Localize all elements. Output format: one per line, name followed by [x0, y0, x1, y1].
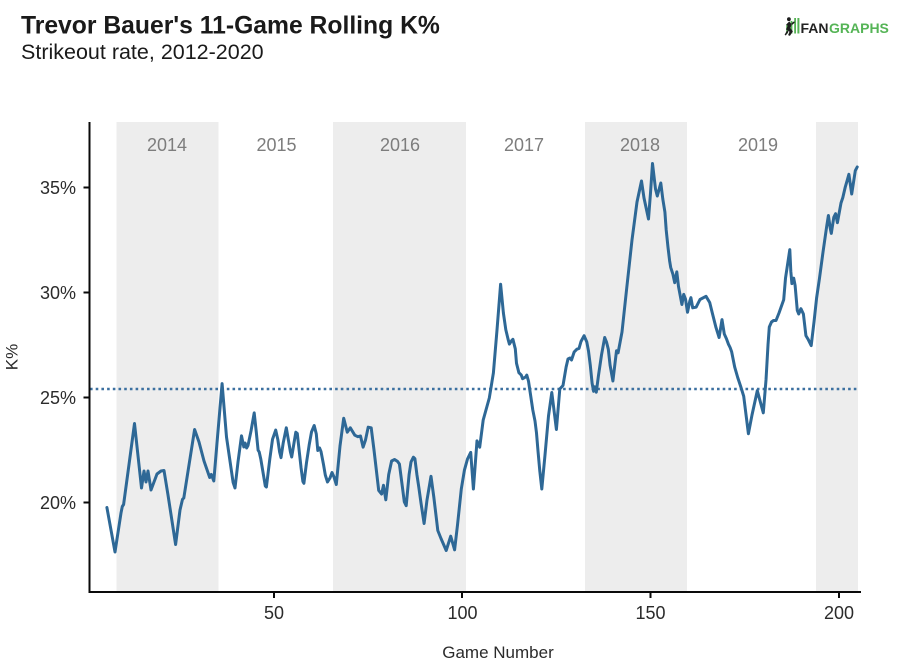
svg-text:50: 50 — [264, 603, 284, 623]
svg-text:Strikeout rate, 2012-2020: Strikeout rate, 2012-2020 — [21, 40, 264, 64]
svg-text:2019: 2019 — [738, 135, 778, 155]
svg-text:25%: 25% — [40, 388, 76, 408]
svg-text:100: 100 — [447, 603, 477, 623]
svg-text:2014: 2014 — [147, 135, 187, 155]
svg-text:30%: 30% — [40, 283, 76, 303]
svg-text:35%: 35% — [40, 178, 76, 198]
svg-text:K%: K% — [3, 344, 22, 370]
svg-text:2016: 2016 — [380, 135, 420, 155]
svg-text:FAN: FAN — [801, 20, 829, 36]
svg-text:2018: 2018 — [620, 135, 660, 155]
svg-text:150: 150 — [635, 603, 665, 623]
svg-text:GRAPHS: GRAPHS — [829, 20, 889, 36]
svg-text:Trevor Bauer's 11-Game Rolling: Trevor Bauer's 11-Game Rolling K% — [21, 13, 440, 40]
svg-text:2015: 2015 — [256, 135, 296, 155]
svg-text:2017: 2017 — [504, 135, 544, 155]
svg-text:200: 200 — [824, 603, 854, 623]
svg-text:20%: 20% — [40, 493, 76, 513]
svg-text:Game Number: Game Number — [442, 643, 554, 662]
